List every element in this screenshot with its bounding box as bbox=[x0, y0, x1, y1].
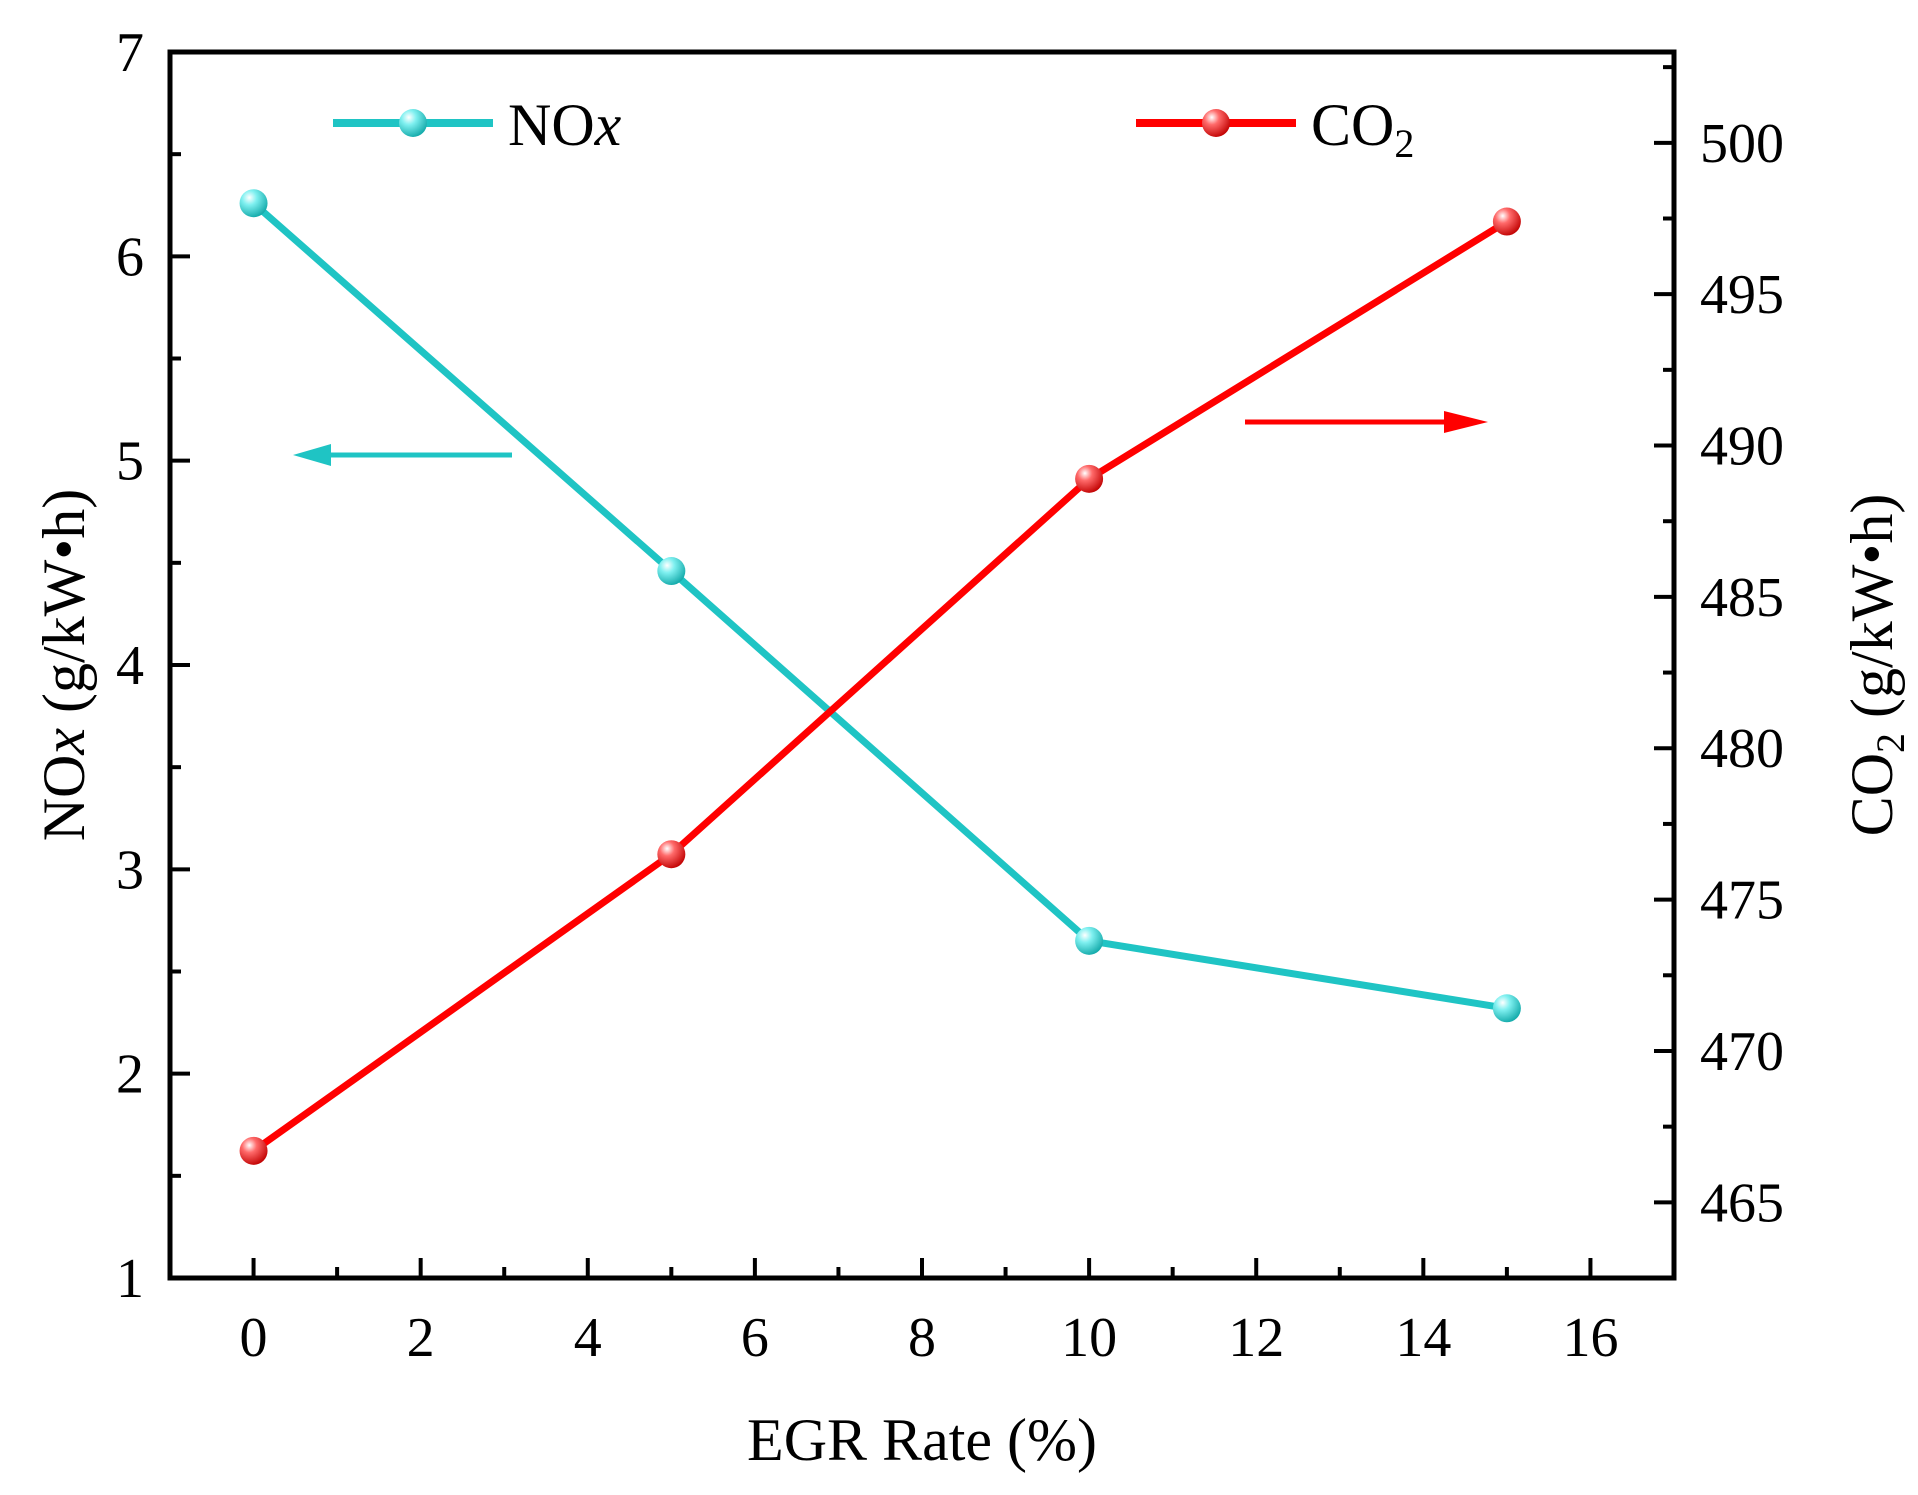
y-right-axis-label: CO2 (g/kW•h) bbox=[1839, 494, 1913, 837]
data-point-co2 bbox=[1492, 207, 1521, 236]
x-axis: 0 2 4 6 8 10 12 14 16 bbox=[168, 1258, 1618, 1369]
legend-nox-label: NOx bbox=[508, 92, 622, 158]
co2-axis-arrow-head bbox=[1444, 411, 1488, 433]
x-tick-label: 10 bbox=[1061, 1307, 1117, 1369]
x-tick-label: 12 bbox=[1228, 1307, 1284, 1369]
y-right-tick-label: 470 bbox=[1700, 1021, 1784, 1083]
y-left-tick-label: 5 bbox=[116, 431, 144, 493]
data-point-nox bbox=[1492, 994, 1521, 1023]
y-left-tick-label: 3 bbox=[116, 839, 144, 901]
data-point-nox bbox=[657, 557, 686, 586]
y-right-axis: 465 470 475 480 485 490 495 500 bbox=[1654, 65, 1784, 1280]
x-tick-label: 2 bbox=[407, 1307, 435, 1369]
y-left-tick-label: 6 bbox=[116, 226, 144, 288]
y-left-tick-label: 1 bbox=[116, 1248, 144, 1310]
y-right-tick-label: 480 bbox=[1700, 718, 1784, 780]
y-left-label-main: NO bbox=[31, 755, 97, 842]
y-right-tick-label: 465 bbox=[1700, 1172, 1784, 1234]
legend-co2-marker bbox=[1202, 109, 1230, 137]
y-left-tick-label: 2 bbox=[116, 1044, 144, 1106]
y-left-label-unit: (g/kW•h) bbox=[31, 489, 97, 728]
y-left-tick-label: 4 bbox=[116, 635, 144, 697]
y-right-tick-label: 500 bbox=[1700, 113, 1784, 175]
x-tick-label: 8 bbox=[908, 1307, 936, 1369]
x-tick-label: 4 bbox=[574, 1307, 602, 1369]
data-point-co2 bbox=[657, 840, 686, 869]
annotations bbox=[293, 411, 1488, 466]
x-tick-label: 6 bbox=[741, 1307, 769, 1369]
series-line-co2 bbox=[251, 218, 1509, 1154]
legend: NOx CO2 bbox=[333, 92, 1414, 166]
y-right-label-main: CO bbox=[1839, 753, 1905, 836]
data-point-nox bbox=[239, 189, 268, 218]
data-point-co2 bbox=[239, 1136, 268, 1165]
y-left-axis: 1 2 3 4 5 6 7 bbox=[116, 22, 190, 1310]
series-layer bbox=[239, 189, 1521, 1165]
y-right-tick-label: 495 bbox=[1700, 264, 1784, 326]
plot-frame bbox=[167, 49, 1677, 1281]
y-right-tick-label: 485 bbox=[1700, 567, 1784, 629]
legend-co2-label: CO2 bbox=[1311, 92, 1414, 166]
y-left-label-italic: x bbox=[31, 728, 97, 756]
y-left-axis-label: NOx (g/kW•h) bbox=[31, 489, 97, 842]
series-line-nox bbox=[251, 200, 1508, 1012]
data-point-co2 bbox=[1075, 464, 1104, 493]
x-tick-label: 16 bbox=[1562, 1307, 1618, 1369]
y-right-tick-label: 490 bbox=[1700, 416, 1784, 478]
x-tick-label: 0 bbox=[240, 1307, 268, 1369]
legend-nox-marker bbox=[399, 109, 427, 137]
x-axis-label: EGR Rate (%) bbox=[747, 1407, 1097, 1473]
x-tick-label: 14 bbox=[1395, 1307, 1451, 1369]
nox-axis-arrow-head bbox=[293, 444, 331, 466]
y-right-label-sub: 2 bbox=[1868, 733, 1913, 753]
y-left-tick-label: 7 bbox=[116, 22, 144, 84]
y-right-label-unit: (g/kW•h) bbox=[1839, 494, 1905, 733]
data-point-nox bbox=[1075, 926, 1104, 955]
y-right-tick-label: 475 bbox=[1700, 870, 1784, 932]
